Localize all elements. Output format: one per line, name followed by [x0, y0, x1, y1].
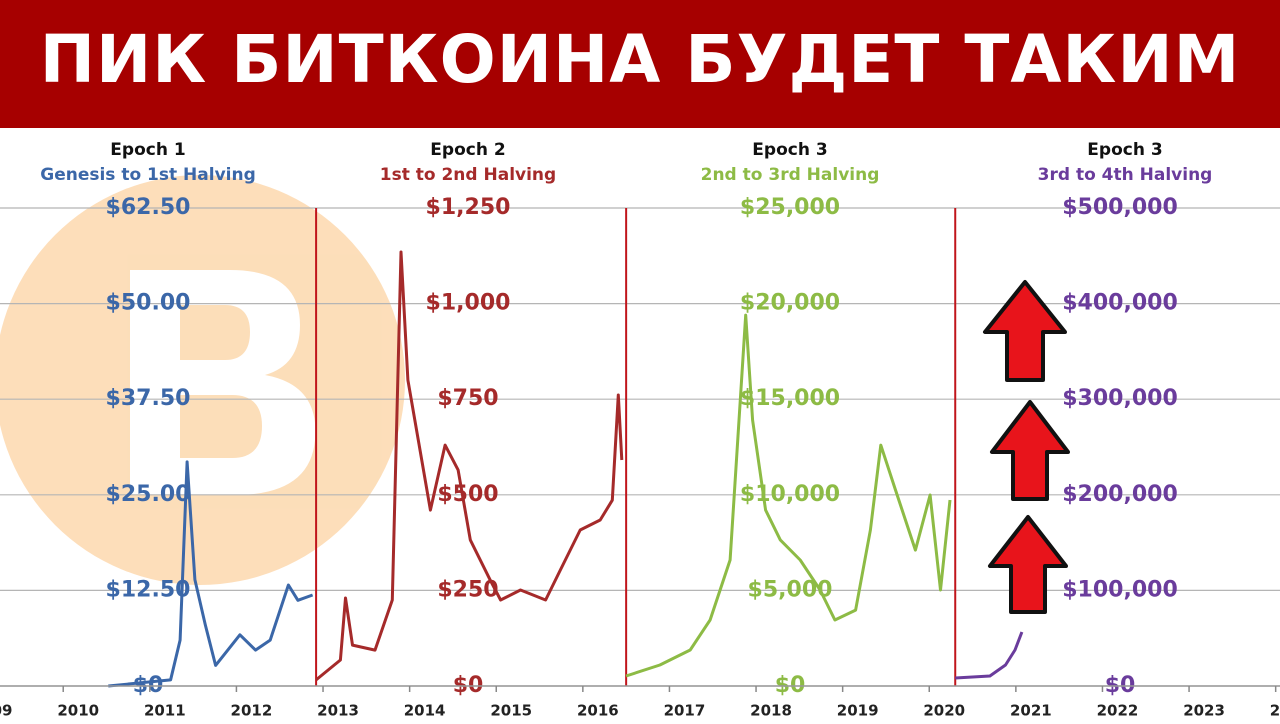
x-tick-label: 2017 [664, 702, 706, 720]
x-tick-label: 2009 [0, 702, 12, 720]
chart-title: ПИК БИТКОИНА БУДЕТ ТАКИМ [40, 21, 1241, 98]
epoch-title: Epoch 1 [110, 140, 185, 160]
epoch-subtitle: Genesis to 1st Halving [40, 165, 256, 185]
y-tick-label: $250 [437, 577, 498, 602]
x-tick-label: 2011 [144, 702, 186, 720]
y-tick-label: $5,000 [748, 577, 833, 602]
epoch-subtitle: 1st to 2nd Halving [380, 165, 556, 185]
y-tick-label: $400,000 [1062, 291, 1178, 316]
x-tick-label: 2020 [923, 702, 965, 720]
price-line [625, 313, 952, 678]
x-tick-label: 2018 [750, 702, 792, 720]
x-tick-label: 2019 [837, 702, 879, 720]
epoch-title: Epoch 3 [752, 140, 827, 160]
x-tick-label: 2022 [1097, 702, 1139, 720]
coin [0, 175, 405, 585]
y-tick-label: $37.50 [106, 386, 191, 411]
y-tick-label: $50.00 [106, 291, 191, 316]
y-tick-label: $25.00 [106, 482, 191, 507]
epoch-title: Epoch 2 [430, 140, 505, 160]
x-tick-label: 2012 [231, 702, 273, 720]
y-tick-label: $62.50 [106, 195, 191, 220]
x-tick-label: 2010 [57, 702, 99, 720]
y-tick-label: $1,250 [426, 195, 511, 220]
y-tick-label: $10,000 [740, 482, 840, 507]
price-line [955, 631, 1024, 680]
x-tick-label: 2024 [1270, 702, 1280, 720]
y-tick-label: $200,000 [1062, 482, 1178, 507]
up-arrow [990, 400, 1070, 501]
title-banner [0, 0, 1280, 128]
up-arrow [988, 515, 1068, 614]
y-tick-label: $20,000 [740, 291, 840, 316]
up-arrow [983, 280, 1067, 382]
y-tick-label: $500,000 [1062, 195, 1178, 220]
y-tick-label: $15,000 [740, 386, 840, 411]
x-tick-label: 2021 [1010, 702, 1052, 720]
bitcoin-watermark [0, 175, 405, 585]
y-tick-label: $750 [437, 386, 498, 411]
y-tick-label: $1,000 [426, 291, 511, 316]
price-line [315, 250, 624, 682]
y-tick-label: $100,000 [1062, 577, 1178, 602]
x-tick-label: 2013 [317, 702, 359, 720]
coin-symbol [130, 270, 316, 495]
epoch-subtitle: 3rd to 4th Halving [1038, 165, 1213, 185]
x-tick-label: 2014 [404, 702, 446, 720]
y-tick-label: $12.50 [106, 577, 191, 602]
y-tick-label: $300,000 [1062, 386, 1178, 411]
x-tick-label: 2015 [490, 702, 532, 720]
x-tick-label: 2023 [1183, 702, 1225, 720]
y-tick-label: $500 [437, 482, 498, 507]
y-tick-label: $25,000 [740, 195, 840, 220]
epoch-subtitle: 2nd to 3rd Halving [701, 165, 880, 185]
x-tick-label: 2016 [577, 702, 619, 720]
up-arrows [983, 280, 1070, 614]
epoch-title: Epoch 3 [1087, 140, 1162, 160]
price-line [108, 460, 314, 688]
